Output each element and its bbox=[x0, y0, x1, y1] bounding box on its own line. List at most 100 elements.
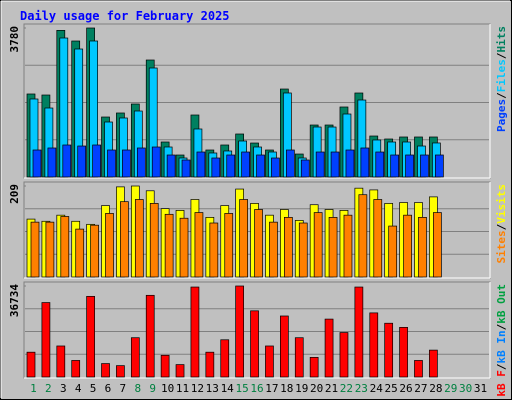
x-tick-label: 1 bbox=[30, 382, 37, 395]
bar bbox=[175, 364, 185, 378]
bar bbox=[360, 147, 370, 178]
bar bbox=[241, 151, 250, 178]
bar bbox=[405, 154, 414, 178]
bar bbox=[429, 349, 438, 378]
bar bbox=[373, 199, 383, 278]
bar bbox=[324, 318, 334, 378]
x-tick-label: 8 bbox=[134, 382, 141, 395]
bar bbox=[294, 337, 304, 378]
x-tick-label: 10 bbox=[161, 382, 174, 395]
legend-entry: Sites bbox=[495, 230, 508, 263]
bar bbox=[26, 351, 36, 378]
bar bbox=[403, 214, 412, 278]
legend-entry: Pages bbox=[495, 99, 508, 132]
bar bbox=[256, 154, 265, 178]
bar bbox=[414, 360, 423, 378]
legend-separator: / bbox=[495, 363, 508, 370]
bar bbox=[136, 147, 146, 178]
x-tick-label: 2 bbox=[45, 382, 52, 395]
bar bbox=[90, 224, 99, 278]
bar bbox=[56, 345, 66, 378]
bar bbox=[235, 285, 244, 378]
legend-separator: / bbox=[495, 223, 508, 230]
y-tick-label: 209 bbox=[8, 184, 21, 204]
bar bbox=[433, 212, 442, 278]
bar bbox=[179, 217, 189, 278]
legend: Pages/Files/Hits bbox=[495, 26, 508, 132]
x-tick-label: 30 bbox=[459, 382, 472, 395]
bar bbox=[45, 221, 55, 278]
bar bbox=[284, 216, 293, 278]
bar bbox=[41, 302, 51, 378]
bar bbox=[399, 327, 408, 378]
x-tick-label: 14 bbox=[221, 382, 235, 395]
x-tick-label: 20 bbox=[310, 382, 323, 395]
x-tick-label: 6 bbox=[105, 382, 112, 395]
legend-separator: / bbox=[495, 92, 508, 99]
chart-title: Daily usage for February 2025 bbox=[20, 9, 230, 23]
bar bbox=[209, 222, 219, 278]
bar bbox=[134, 199, 144, 278]
bar bbox=[265, 345, 274, 378]
x-tick-label: 11 bbox=[176, 382, 189, 395]
bar bbox=[30, 221, 40, 278]
legend: Sites/Visits bbox=[495, 184, 508, 264]
bar bbox=[226, 154, 236, 178]
bar bbox=[328, 216, 338, 278]
bar bbox=[160, 354, 170, 378]
bar bbox=[130, 337, 140, 378]
bar bbox=[358, 194, 368, 278]
bar bbox=[164, 213, 174, 278]
legend-entry: Hits bbox=[495, 26, 508, 53]
x-tick-label: 23 bbox=[355, 382, 368, 395]
bar bbox=[315, 151, 325, 178]
bar bbox=[375, 151, 385, 178]
bar bbox=[280, 315, 289, 378]
bar bbox=[211, 157, 221, 178]
bar bbox=[343, 214, 353, 278]
x-tick-label: 21 bbox=[325, 382, 338, 395]
x-tick-label: 7 bbox=[120, 382, 127, 395]
legend-separator: / bbox=[495, 52, 508, 59]
bar bbox=[300, 159, 310, 178]
x-tick-label: 27 bbox=[414, 382, 427, 395]
bar bbox=[149, 203, 159, 278]
x-tick-label: 9 bbox=[149, 382, 156, 395]
bar bbox=[107, 149, 116, 178]
x-tick-label: 29 bbox=[444, 382, 457, 395]
x-tick-label: 24 bbox=[370, 382, 384, 395]
bar bbox=[122, 149, 131, 178]
bar bbox=[339, 332, 349, 378]
legend-entry: Visits bbox=[495, 184, 508, 224]
bar bbox=[250, 310, 259, 378]
x-tick-label: 15 bbox=[235, 382, 248, 395]
bar bbox=[309, 357, 319, 378]
bar bbox=[196, 151, 206, 178]
legend-entry: Files bbox=[495, 59, 508, 92]
bar bbox=[116, 365, 125, 378]
bar bbox=[435, 154, 444, 178]
bar bbox=[92, 144, 101, 178]
x-tick-label: 3 bbox=[60, 382, 67, 395]
x-tick-label: 13 bbox=[206, 382, 219, 395]
x-tick-label: 5 bbox=[90, 382, 97, 395]
bar bbox=[224, 213, 234, 278]
bar bbox=[220, 339, 230, 378]
bar bbox=[388, 225, 398, 278]
bar bbox=[194, 212, 204, 278]
bar bbox=[151, 146, 161, 178]
bar bbox=[369, 312, 379, 378]
bar bbox=[60, 216, 70, 278]
legend-entry: kB Out bbox=[495, 284, 508, 324]
bar bbox=[384, 322, 394, 378]
x-tick-label: 19 bbox=[295, 382, 308, 395]
x-tick-label: 18 bbox=[280, 382, 293, 395]
bar bbox=[71, 360, 81, 378]
bar bbox=[205, 351, 215, 378]
y-tick-label: 36734 bbox=[8, 284, 21, 317]
bar bbox=[47, 147, 57, 178]
y-tick-label: 3780 bbox=[8, 26, 21, 53]
bar bbox=[418, 216, 427, 278]
bar bbox=[75, 228, 85, 278]
